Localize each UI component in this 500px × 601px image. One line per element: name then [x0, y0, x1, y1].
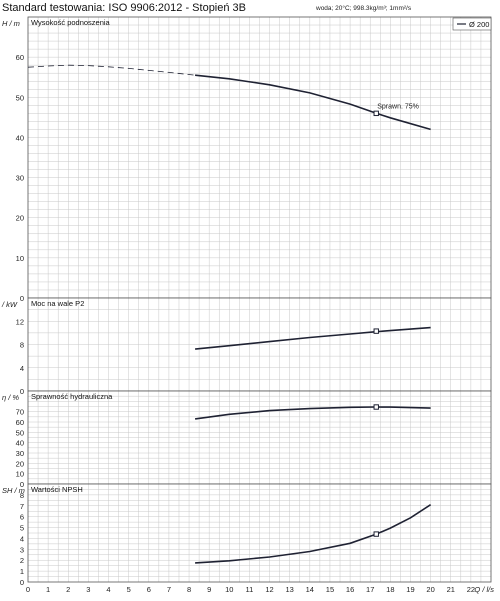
x-tick-label: 9 — [207, 585, 211, 594]
x-tick-label: 7 — [167, 585, 171, 594]
panel-1-duty-point-marker — [373, 110, 379, 117]
panel-3-ytick-label: 30 — [16, 449, 24, 458]
x-tick-label: 10 — [225, 585, 233, 594]
panel-2-title: Moc na wale P2 — [31, 299, 84, 308]
panel-2-ytick-label: 4 — [20, 364, 24, 373]
panel-1-ylabel: H / m — [2, 19, 20, 28]
panel-1-series-1-curve — [195, 74, 431, 131]
panel-2-ytick-label: 12 — [16, 317, 24, 326]
panel-4-ytick-label: 5 — [20, 524, 24, 533]
x-tick-label: 19 — [406, 585, 414, 594]
legend-box — [452, 17, 492, 31]
x-tick-label: 18 — [386, 585, 394, 594]
x-tick-label: 8 — [187, 585, 191, 594]
panel-4-duty-point-marker — [373, 531, 379, 537]
x-tick-label: 11 — [246, 585, 254, 594]
x-tick-label: 16 — [346, 585, 354, 594]
panel-4-series-1-curve — [195, 504, 432, 564]
panel-1-ytick-label: 50 — [16, 93, 24, 102]
panel-2-ytick-label: 8 — [20, 341, 24, 350]
panel-2-ytick-label: 0 — [20, 387, 24, 396]
panel-4-ytick-label: 7 — [20, 502, 24, 511]
x-tick-label: 4 — [106, 585, 110, 594]
panel-1-ytick-label: 40 — [16, 133, 24, 142]
x-tick-label: 5 — [127, 585, 131, 594]
panel-1-efficiency-annotation: Sprawn. 75% — [377, 103, 419, 110]
x-tick-label: 2 — [66, 585, 70, 594]
x-tick-label: 20 — [426, 585, 434, 594]
panel-4-title: Wartości NPSH — [31, 485, 83, 494]
panel-4-ytick-label: 6 — [20, 513, 24, 522]
fluid-conditions: woda; 20°C; 998.3kg/m³; 1mm²/s — [316, 5, 412, 12]
legend-label: Ø 200 — [469, 20, 489, 29]
x-tick-label: 22 — [467, 585, 475, 594]
panel-4-frame — [27, 483, 492, 583]
panel-3-ytick-label: 70 — [16, 408, 24, 417]
panel-4-ytick-label: 3 — [20, 545, 24, 554]
panel-1-ytick-label: 20 — [16, 214, 24, 223]
x-tick-label: 1 — [46, 585, 50, 594]
panel-1-ytick-label: 60 — [16, 53, 24, 62]
panel-3-duty-point-marker — [373, 404, 379, 410]
x-tick-label: 12 — [265, 585, 273, 594]
x-tick-label: 3 — [86, 585, 90, 594]
panel-3-ytick-label: 0 — [20, 480, 24, 489]
x-tick-label: 14 — [306, 585, 314, 594]
panel-4-ytick-label: 2 — [20, 556, 24, 565]
panel-3-ytick-label: 50 — [16, 428, 24, 437]
test-standard-title: Standard testowania: ISO 9906:2012 - Sto… — [2, 2, 246, 14]
panel-4-ytick-label: 1 — [20, 567, 24, 576]
x-axis-label: Q / l/s — [474, 585, 494, 594]
x-tick-label: 15 — [326, 585, 334, 594]
panel-3-title: Sprawność hydrauliczna — [31, 392, 113, 401]
x-tick-label: 6 — [147, 585, 151, 594]
panel-1-ytick-label: 10 — [16, 254, 24, 263]
panel-4-ytick-label: 0 — [20, 578, 24, 587]
panel-1-title: Wysokość podnoszenia — [31, 18, 111, 27]
panel-3-ytick-label: 10 — [16, 470, 24, 479]
panel-2-ylabel: / kW — [1, 300, 18, 309]
panel-3-ylabel: η / % — [2, 393, 19, 402]
panel-2-series-1-curve — [195, 326, 431, 350]
x-tick-label: 17 — [366, 585, 374, 594]
panel-2-duty-point-marker — [373, 328, 379, 334]
panel-3-series-1-curve — [194, 406, 431, 420]
panel-3-ytick-label: 40 — [16, 439, 24, 448]
panel-3-ytick-label: 20 — [16, 459, 24, 468]
panel-4-ytick-label: 8 — [20, 491, 24, 500]
panel-1-ytick-label: 30 — [16, 174, 24, 183]
x-tick-label: 0 — [26, 585, 30, 594]
panel-3-ytick-label: 60 — [16, 418, 24, 427]
panel-1-ytick-label: 0 — [20, 294, 24, 303]
page-header: Standard testowania: ISO 9906:2012 - Sto… — [0, 0, 500, 16]
panel-1-extrapolated-curve — [27, 64, 196, 76]
x-tick-label: 21 — [447, 585, 455, 594]
panel-4-ytick-label: 4 — [20, 534, 24, 543]
x-tick-label: 13 — [286, 585, 294, 594]
panel-4-ylabel: SH / m — [2, 486, 25, 495]
